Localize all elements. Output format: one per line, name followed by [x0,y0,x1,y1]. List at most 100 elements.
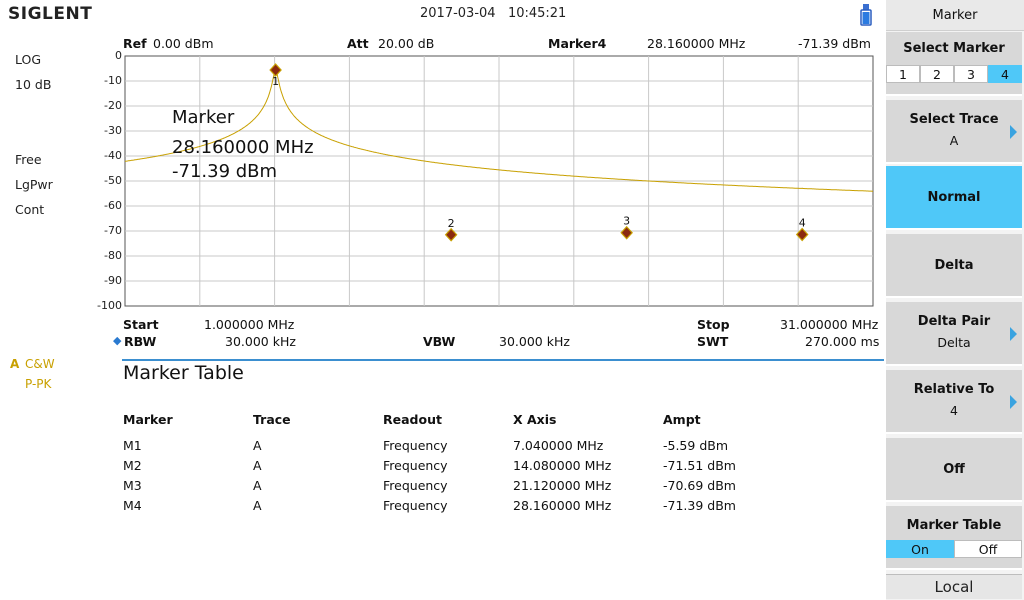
start-value: 1.000000 MHz [204,317,295,332]
table-cell-x-axis-value: 7.040000 MHz [513,438,604,453]
table-header-marker-id: Marker [123,412,173,427]
normal-label: Normal [927,190,981,205]
marker-table-softkey[interactable]: Marker Table On Off [886,506,1022,570]
y-tick-label: -20 [104,99,122,112]
marker-number-label: 3 [623,215,630,228]
table-header-ampt-value: Ampt [663,412,701,427]
relative-to-softkey[interactable]: Relative To 4 [886,370,1022,434]
y-tick-label: -90 [104,274,122,287]
table-cell-readout: Frequency [383,478,448,493]
marker-diamond-icon [620,225,633,240]
ref-label: Ref [123,36,147,51]
marker-number-label: 2 [448,217,455,230]
rbw-value: 30.000 kHz [225,334,296,349]
table-cell-marker-id: M4 [123,498,142,513]
normal-softkey[interactable]: Normal [886,166,1022,230]
trace-letter: A [10,357,20,371]
scale-div: 10 dB [15,77,52,92]
marker-option-2[interactable]: 2 [920,65,954,83]
table-header-x-axis-value: X Axis [513,412,557,427]
marker-3[interactable]: 3 [620,215,633,240]
marker-table-off-option[interactable]: Off [954,540,1022,558]
off-softkey[interactable]: Off [886,438,1022,502]
scale-type: LOG [15,52,42,67]
table-cell-x-axis-value: 28.160000 MHz [513,498,612,513]
table-cell-marker-id: M2 [123,458,142,473]
table-cell-trace-id: A [253,478,262,493]
marker-option-1[interactable]: 1 [886,65,920,83]
marker-ampl: -71.39 dBm [798,36,871,51]
trace-mode: C&W [25,357,55,371]
stop-label: Stop [697,317,730,332]
delta-softkey[interactable]: Delta [886,234,1022,298]
marker-diamond-icon [444,227,458,242]
menu-title: Marker [886,0,1024,31]
table-cell-trace-id: A [253,498,262,513]
usb-icon [860,4,872,26]
y-tick-label: -40 [104,149,122,162]
delta-label: Delta [934,258,974,273]
vbw-label: VBW [423,334,456,349]
marker-table-on-option[interactable]: On [886,540,954,558]
marker-number-label: 4 [799,216,806,229]
marker-overlay-freq: 28.160000 MHz [172,137,314,158]
marker-overlay-title: Marker [172,107,235,128]
table-cell-trace-id: A [253,438,262,453]
select-trace-label: Select Trace [909,112,999,127]
y-tick-label: -30 [104,124,122,137]
delta-pair-arrow-icon [1010,327,1017,341]
relative-to-value: 4 [950,403,958,418]
select-trace-softkey[interactable]: Select Trace A [886,100,1022,164]
y-tick-label: -50 [104,174,122,187]
trigger-mode: Free [15,152,42,167]
swt-label: SWT [697,334,729,349]
trace-detector: P-PK [25,377,52,391]
detector-mode: LgPwr [15,177,53,192]
delta-pair-value: Delta [937,335,971,350]
table-cell-readout: Frequency [383,458,448,473]
table-cell-x-axis-value: 14.080000 MHz [513,458,612,473]
ref-value: 0.00 dBm [153,36,214,51]
table-cell-marker-id: M1 [123,438,142,453]
table-cell-ampt-value: -71.51 dBm [663,458,736,473]
marker-2[interactable]: 2 [444,217,458,242]
section-divider [122,359,884,361]
table-cell-trace-id: A [253,458,262,473]
select-trace-value: A [949,133,959,148]
select-trace-arrow-icon [1010,125,1017,139]
vbw-value: 30.000 kHz [499,334,570,349]
relative-to-label: Relative To [913,382,995,397]
table-cell-ampt-value: -70.69 dBm [663,478,736,493]
datetime: 2017-03-04 10:45:21 [420,6,567,21]
y-tick-label: -10 [104,74,122,87]
y-tick-label: 0 [115,49,122,62]
start-label: Start [123,317,159,332]
marker-table-title: Marker Table [123,362,244,384]
marker-1[interactable]: 1 [269,63,282,88]
delta-pair-softkey[interactable]: Delta Pair Delta [886,302,1022,366]
table-cell-ampt-value: -5.59 dBm [663,438,729,453]
marker-diamond-icon [795,227,809,242]
table-cell-ampt-value: -71.39 dBm [663,498,736,513]
marker-table-softkey-label: Marker Table [906,518,1002,533]
table-cell-marker-id: M3 [123,478,142,493]
swt-value: 270.000 ms [805,334,880,349]
rbw-diamond-icon: ◆ [113,334,122,347]
off-label: Off [943,462,965,477]
marker-label: Marker4 [548,36,607,51]
y-tick-label: -80 [104,249,122,262]
marker-4[interactable]: 4 [795,216,809,242]
y-tick-label: -60 [104,199,122,212]
local-button[interactable]: Local [886,574,1022,599]
stop-value: 31.000000 MHz [780,317,879,332]
marker-overlay-ampl: -71.39 dBm [172,161,278,182]
siglent-logo: SIGLENT [8,4,93,24]
marker-option-4[interactable]: 4 [988,65,1022,83]
delta-pair-label: Delta Pair [917,314,991,329]
select-marker-softkey[interactable]: Select Marker 1 2 3 4 [886,32,1022,96]
table-cell-readout: Frequency [383,438,448,453]
marker-diamond-icon [269,63,282,77]
marker-option-3[interactable]: 3 [954,65,988,83]
marker-freq: 28.160000 MHz [647,36,746,51]
